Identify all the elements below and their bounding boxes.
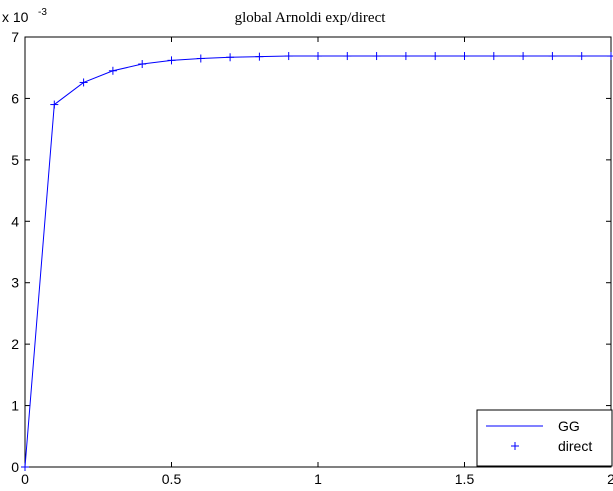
data-point-direct xyxy=(577,52,586,61)
data-point-direct xyxy=(372,52,381,61)
data-point-direct xyxy=(196,54,205,63)
data-point-direct xyxy=(343,52,352,61)
legend-label-gg: GG xyxy=(558,418,580,434)
x-tick-label: 2 xyxy=(607,471,613,487)
data-point-direct xyxy=(167,56,176,65)
y-tick-label: 7 xyxy=(11,29,19,45)
data-point-direct xyxy=(519,52,528,61)
y-tick-label: 3 xyxy=(11,275,19,291)
data-point-direct xyxy=(460,52,469,61)
y-axis-exponent-base: x 10 xyxy=(2,9,29,25)
y-tick-label: 4 xyxy=(11,213,19,229)
data-point-direct xyxy=(255,52,264,61)
data-point-direct xyxy=(401,52,410,61)
y-tick-label: 1 xyxy=(11,398,19,414)
legend: GG direct xyxy=(476,409,613,467)
chart-title: global Arnoldi exp/direct xyxy=(235,10,387,26)
data-point-direct xyxy=(314,52,322,61)
data-point-direct xyxy=(50,100,59,109)
y-tick-label: 0 xyxy=(11,459,19,475)
axes: 0 0.5 1 1.5 2 0 1 2 3 4 5 6 7 xyxy=(11,29,613,487)
legend-plus-marker xyxy=(511,442,519,450)
y-tick-label: 5 xyxy=(11,152,19,168)
data-point-direct xyxy=(431,52,440,61)
x-tick-label: 1 xyxy=(314,471,322,487)
data-point-direct xyxy=(548,52,557,61)
plot-area xyxy=(21,52,613,471)
y-axis-exponent-power: -3 xyxy=(38,7,47,18)
series-line-gg xyxy=(24,55,611,468)
data-point-direct xyxy=(108,66,117,75)
x-tick-label: 1.5 xyxy=(455,471,475,487)
legend-box xyxy=(476,409,613,467)
data-point-direct xyxy=(489,52,498,61)
data-point-direct xyxy=(79,78,88,87)
y-tick-label: 6 xyxy=(11,90,19,106)
y-tick-label: 2 xyxy=(11,336,19,352)
data-point-direct xyxy=(21,463,29,471)
data-point-direct xyxy=(138,60,147,69)
legend-label-direct: direct xyxy=(558,438,592,454)
data-point-direct xyxy=(607,52,613,61)
data-point-direct xyxy=(226,53,235,62)
x-tick-label: 0 xyxy=(21,471,29,487)
data-point-direct xyxy=(284,52,293,61)
x-tick-label: 0.5 xyxy=(162,471,182,487)
plot-frame xyxy=(24,36,612,468)
